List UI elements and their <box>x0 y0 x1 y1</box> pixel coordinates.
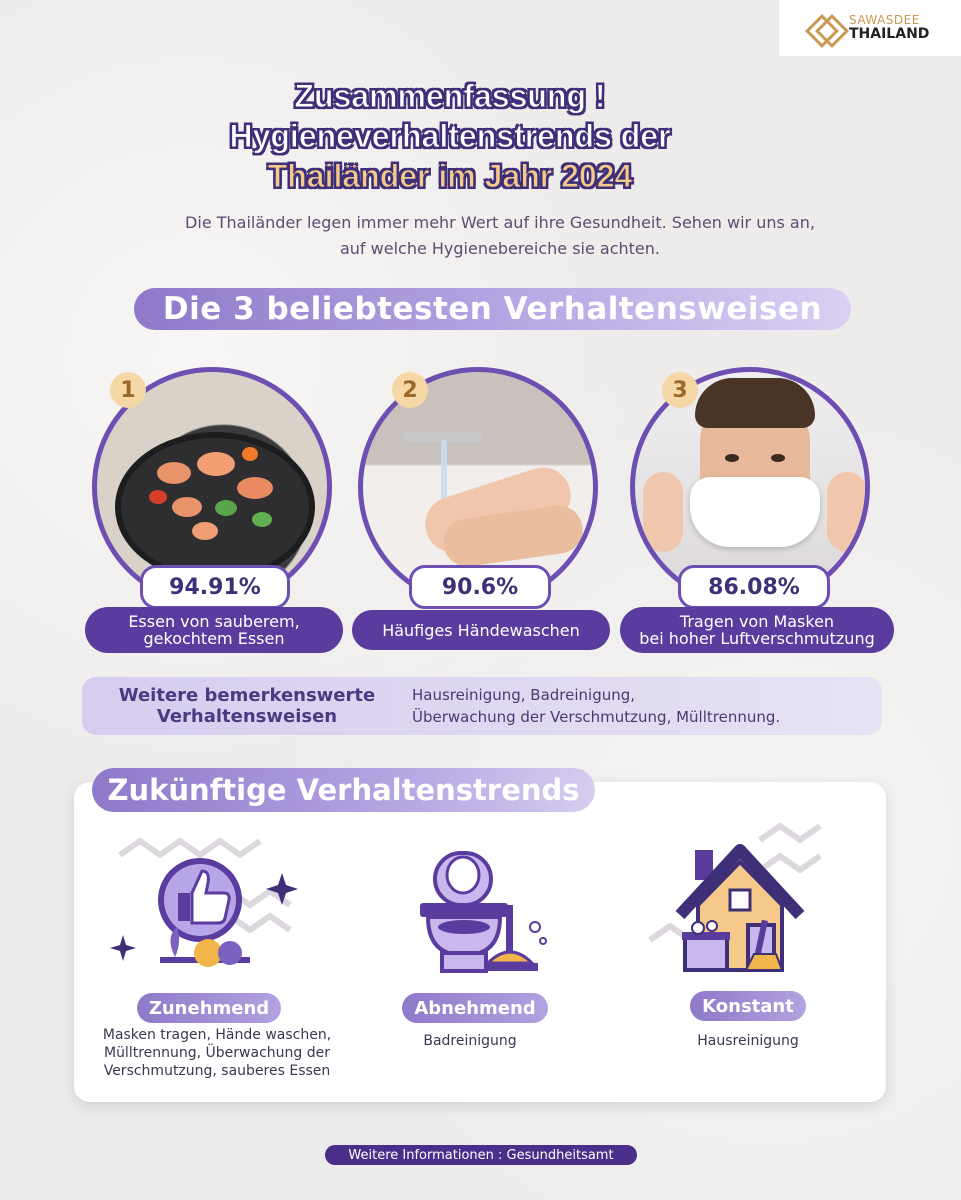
subtitle: Die Thailänder legen immer mehr Wert auf… <box>100 210 900 262</box>
percent-3: 86.08% <box>678 565 830 609</box>
rank-badge-2: 2 <box>392 372 428 408</box>
house-icon <box>648 822 822 972</box>
top3-heading: Die 3 beliebtesten Verhaltensweisen <box>134 288 851 330</box>
status-increasing: Zunehmend <box>137 993 281 1023</box>
status-decreasing: Abnehmend <box>402 993 548 1023</box>
other-text-line1: Hausreinigung, Badreinigung, <box>412 686 636 704</box>
rank-badge-1: 1 <box>110 372 146 408</box>
label-2-line1: Häufiges Händewaschen <box>382 620 580 640</box>
source-footer: Weitere Informationen : Gesundheitsamt <box>325 1145 637 1165</box>
other-text: Hausreinigung, Badreinigung, Überwachung… <box>412 684 780 728</box>
percent-1: 94.91% <box>140 565 290 609</box>
label-1-line2: gekochtem Essen <box>143 629 285 648</box>
trend-text-constant: Hausreinigung <box>697 1033 799 1049</box>
label-3-line1: Tragen von Masken <box>679 612 835 631</box>
future-heading: Zukünftige Verhaltenstrends <box>92 768 595 812</box>
rank-badge-3: 3 <box>662 372 698 408</box>
other-behaviours: Weitere bemerkenswerte Verhaltensweisen … <box>82 677 882 735</box>
brand-line1: SAWASDEE <box>849 13 920 28</box>
title-line3: Thailänder im Jahr 2024 <box>267 158 633 195</box>
food-photo <box>92 367 332 607</box>
title-line2: Hygieneverhaltenstrends der <box>229 118 671 155</box>
trend-text-increasing-line3: Verschmutzung, sauberes Essen <box>103 1063 331 1079</box>
label-3: Tragen von Masken bei hoher Luftverschmu… <box>620 607 894 653</box>
brand-logo: SAWASDEE THAILAND <box>779 0 961 56</box>
brand-mark-icon <box>807 11 841 45</box>
label-2: Häufiges Händewaschen <box>352 610 610 650</box>
status-constant: Konstant <box>690 991 806 1021</box>
other-heading-line2: Verhaltensweisen <box>156 706 338 727</box>
label-3-line2: bei hoher Luftverschmutzung <box>639 629 875 648</box>
brand-line2: THAILAND <box>849 25 930 42</box>
trend-text-increasing: Masken tragen, Hände waschen, Mülltrennu… <box>92 1026 342 1080</box>
label-1-line1: Essen von sauberem, <box>128 612 300 631</box>
trend-text-increasing-line2: Mülltrennung, Überwachung der <box>103 1045 330 1061</box>
percent-2: 90.6% <box>409 565 551 609</box>
label-1: Essen von sauberem, gekochtem Essen <box>85 607 343 653</box>
trend-text-decreasing: Badreinigung <box>423 1033 517 1049</box>
toilet-icon <box>420 851 547 973</box>
other-heading: Weitere bemerkenswerte Verhaltensweisen <box>82 685 412 727</box>
trend-text-increasing-line1: Masken tragen, Hände waschen, <box>102 1027 332 1043</box>
other-heading-line1: Weitere bemerkenswerte <box>118 685 376 706</box>
subtitle-line1: Die Thailänder legen immer mehr Wert auf… <box>185 213 815 232</box>
thumbs-up-icon <box>110 837 298 967</box>
subtitle-line2: auf welche Hygienebereiche sie achten. <box>339 239 660 258</box>
other-text-line2: Überwachung der Verschmutzung, Mülltrenn… <box>412 708 781 726</box>
title-line1: Zusammenfassung ! <box>294 78 606 115</box>
